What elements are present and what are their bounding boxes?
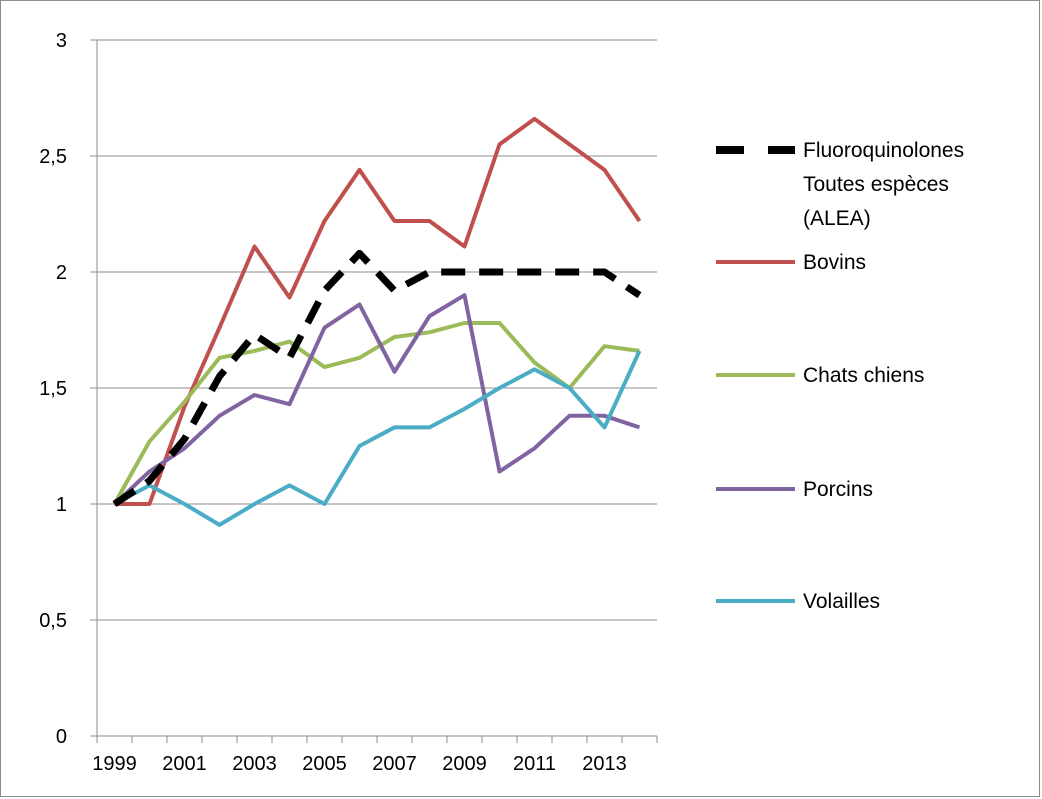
- y-tick-label: 1,5: [39, 378, 67, 400]
- x-tick-label: 2003: [232, 753, 277, 775]
- y-tick-label: 2: [56, 262, 67, 284]
- x-tick-label: 2001: [162, 753, 207, 775]
- y-axis-ticks: 0 0,5 1 1,5 2 2,5 3: [39, 30, 97, 748]
- gridlines: [97, 39, 657, 621]
- legend-label: Bovins: [803, 251, 866, 274]
- y-tick-label: 3: [56, 30, 67, 52]
- legend-label: Chats chiens: [803, 364, 924, 387]
- x-tick-label: 2005: [302, 753, 347, 775]
- x-tick-label: 2011: [513, 753, 556, 775]
- series-line-volailles: [113, 350, 642, 527]
- y-tick-label: 2,5: [39, 146, 67, 168]
- x-tick-label: 2007: [372, 753, 417, 775]
- x-axis-ticks: 1999 2001 2003 2005 2007 2009 2011 2013: [92, 736, 658, 775]
- series-line-fluoroquinolones-toutes-esp-ces-alea: [112, 249, 642, 507]
- series-line-chats-chiens: [112, 321, 640, 505]
- series-line-porcins: [113, 293, 641, 506]
- y-tick-label: 0: [56, 726, 67, 748]
- x-tick-label: 1999: [92, 753, 137, 775]
- x-tick-label: 2013: [582, 753, 627, 775]
- legend-label: (ALEA): [803, 207, 871, 230]
- legend-label: Porcins: [803, 478, 873, 501]
- legend-label: Fluoroquinolones: [803, 139, 964, 162]
- y-tick-label: 1: [56, 494, 67, 516]
- x-tick-label: 2009: [442, 753, 487, 775]
- legend-label: Volailles: [803, 590, 880, 613]
- series-line-bovins: [114, 116, 642, 506]
- legend: Fluoroquinolones Toutes espèces (ALEA) Bovi…: [716, 139, 964, 613]
- legend-label: Toutes espèces: [803, 173, 949, 196]
- series-lines: [112, 116, 642, 527]
- y-tick-label: 0,5: [39, 610, 67, 632]
